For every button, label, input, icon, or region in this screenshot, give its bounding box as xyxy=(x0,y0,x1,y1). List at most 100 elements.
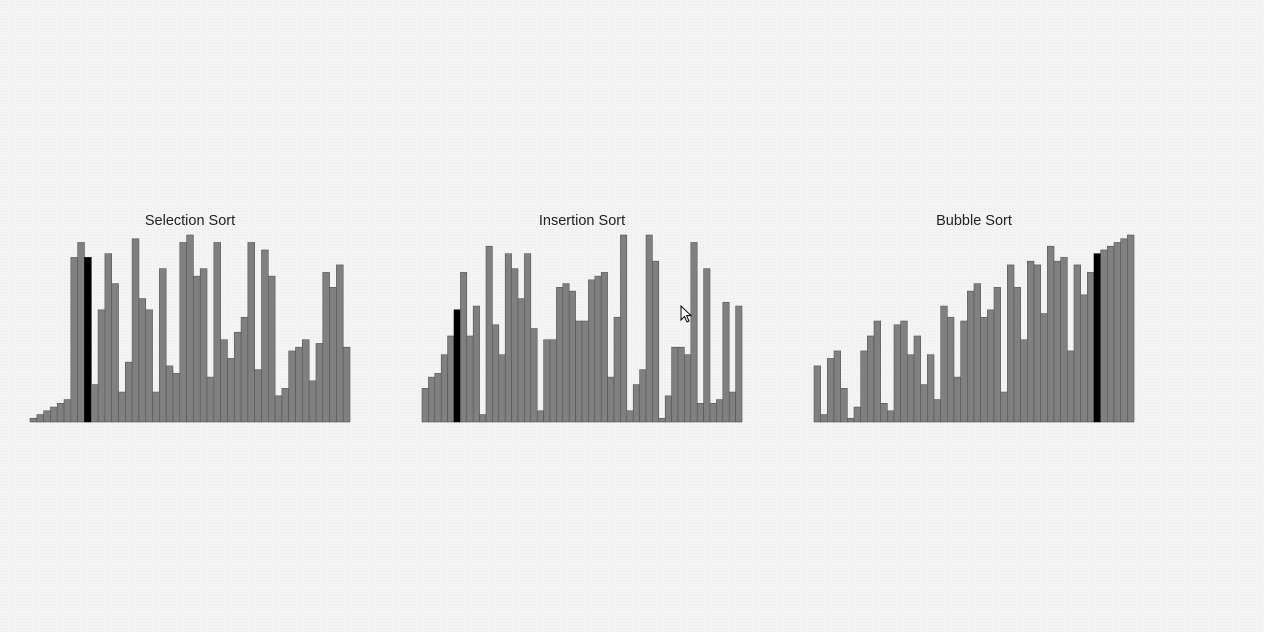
bar xyxy=(1120,238,1128,423)
bar xyxy=(261,249,269,423)
bar xyxy=(254,369,262,423)
bar xyxy=(492,324,500,423)
bar xyxy=(690,242,698,423)
bar xyxy=(722,302,730,423)
bar xyxy=(1080,294,1088,423)
bar xyxy=(530,328,538,423)
bar xyxy=(549,339,557,423)
bar xyxy=(466,335,474,423)
bar xyxy=(90,384,99,423)
bar xyxy=(1020,339,1028,423)
bar xyxy=(524,253,532,423)
bar xyxy=(880,403,888,423)
bar xyxy=(179,242,187,423)
bar xyxy=(29,417,38,423)
bar xyxy=(632,384,640,423)
bar xyxy=(159,268,167,423)
bar xyxy=(1100,249,1108,423)
mouse-cursor-icon xyxy=(680,305,693,323)
bar xyxy=(833,350,841,423)
chart-panel-selection-sort: Selection Sort xyxy=(29,210,351,425)
bar xyxy=(1013,287,1021,423)
bar xyxy=(485,245,493,423)
bar xyxy=(867,335,875,423)
bar xyxy=(735,305,743,423)
bar xyxy=(97,309,106,423)
bar xyxy=(322,272,330,423)
bar xyxy=(199,268,208,423)
bar xyxy=(671,346,679,423)
bar xyxy=(620,234,628,423)
bar xyxy=(460,272,468,423)
bar xyxy=(421,388,429,423)
bar xyxy=(104,253,112,423)
bar xyxy=(860,350,868,423)
bar xyxy=(145,309,153,423)
bar xyxy=(600,272,608,423)
bar xyxy=(43,410,51,423)
bar xyxy=(268,275,276,423)
chart-panel-insertion-sort: Insertion Sort xyxy=(421,210,743,425)
bar xyxy=(1040,313,1048,423)
bar xyxy=(247,242,255,423)
bar xyxy=(920,384,928,423)
bar xyxy=(498,354,506,423)
bar xyxy=(1073,264,1081,423)
bar xyxy=(213,242,221,423)
bar xyxy=(302,339,310,423)
bar xyxy=(1033,264,1041,423)
bar xyxy=(233,331,242,423)
bar xyxy=(281,388,290,423)
highlighted-bar xyxy=(84,257,92,423)
bar xyxy=(70,257,78,423)
bubble-sort-bar-chart xyxy=(813,234,1135,423)
bar xyxy=(36,414,44,423)
bar xyxy=(517,298,525,423)
bar xyxy=(716,399,724,423)
bar xyxy=(953,376,961,423)
bar xyxy=(813,365,821,423)
bar xyxy=(840,388,848,423)
bar xyxy=(947,316,955,423)
bar xyxy=(329,287,337,423)
bar xyxy=(125,361,133,423)
bar xyxy=(152,391,160,423)
bar xyxy=(887,410,895,423)
bar xyxy=(1127,234,1135,423)
bar xyxy=(626,410,634,423)
chart-title: Selection Sort xyxy=(144,213,236,229)
bar xyxy=(645,234,653,423)
bar xyxy=(613,316,621,423)
bar xyxy=(827,358,835,423)
bar xyxy=(847,417,855,423)
bar xyxy=(50,406,58,423)
bar xyxy=(308,380,317,423)
bar xyxy=(607,376,615,423)
bar xyxy=(536,410,544,423)
bar xyxy=(428,376,436,423)
bar xyxy=(893,324,901,423)
bar xyxy=(913,335,921,423)
bar xyxy=(907,354,915,423)
selection-sort-bar-chart xyxy=(29,234,351,423)
bar xyxy=(594,275,602,423)
bar xyxy=(206,376,215,423)
bar xyxy=(1007,264,1015,423)
bar xyxy=(193,275,201,423)
bar xyxy=(853,406,861,423)
chart-title: Insertion Sort xyxy=(538,213,626,229)
bar xyxy=(1053,260,1061,423)
bar xyxy=(227,358,235,423)
bar xyxy=(1113,242,1121,423)
bar xyxy=(820,414,828,423)
bar xyxy=(77,242,85,423)
bar xyxy=(703,268,711,423)
bar xyxy=(684,354,692,423)
bar xyxy=(315,343,324,423)
bar xyxy=(63,399,72,423)
bar xyxy=(993,287,1001,423)
bar xyxy=(588,279,596,423)
bar xyxy=(562,283,570,423)
bar xyxy=(973,283,981,423)
bar xyxy=(342,346,351,423)
